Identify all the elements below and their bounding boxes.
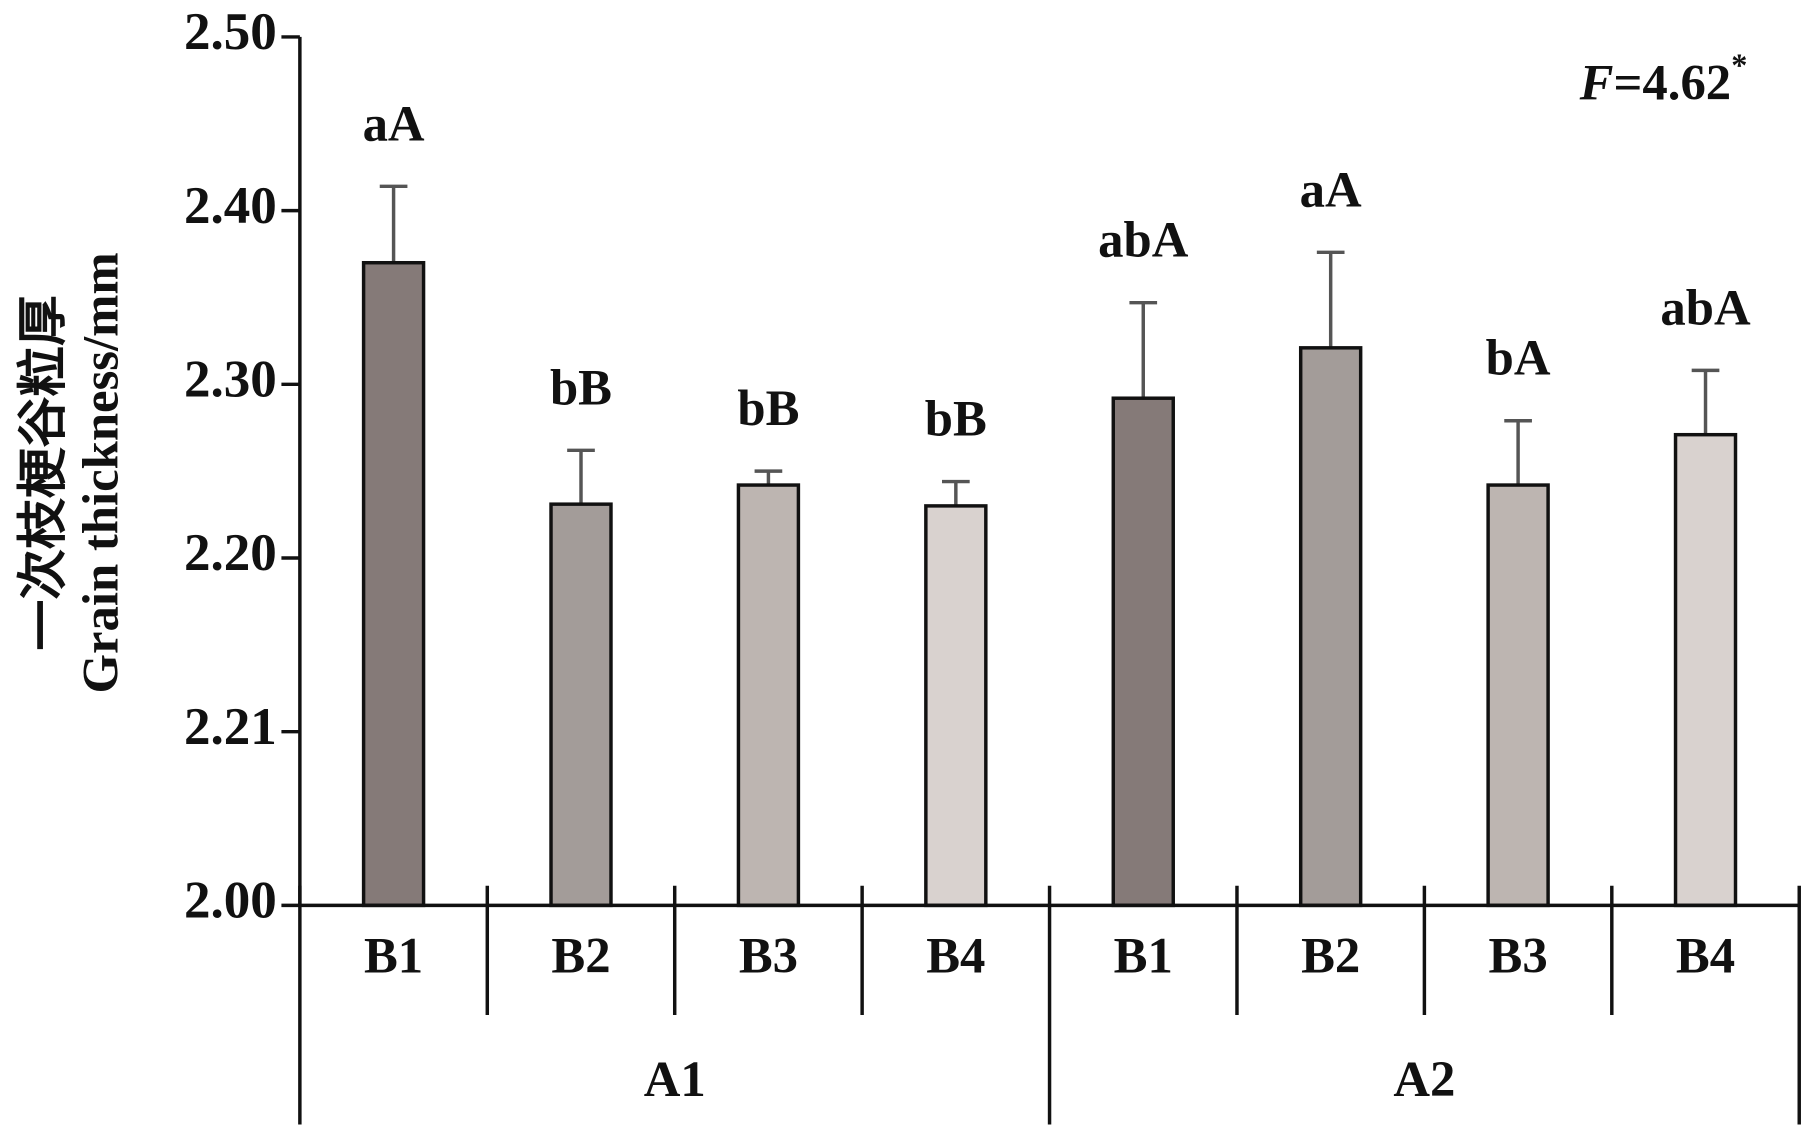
y-tick-label: 2.50 [184, 3, 277, 61]
y-tick-label: 2.00 [184, 872, 277, 930]
significance-label: bB [550, 359, 612, 415]
bar [1673, 432, 1738, 908]
y-tick-label: 2.21 [184, 698, 277, 756]
x-tick-label: B2 [551, 927, 610, 983]
x-tick-label: B3 [1488, 927, 1547, 983]
x-tick-label: B3 [739, 927, 798, 983]
y-tick-label: 2.30 [184, 350, 277, 408]
group-label: A2 [1393, 1051, 1455, 1107]
bar [1298, 346, 1363, 908]
bar [549, 502, 613, 908]
bar [736, 483, 801, 908]
y-tick-label: 2.20 [184, 524, 277, 582]
annotation: F=4.62* [1579, 48, 1748, 111]
significance-label: aA [363, 95, 425, 151]
bar [1486, 483, 1550, 908]
significance-label: bB [925, 391, 987, 447]
significance-label: bA [1486, 330, 1551, 386]
bar [1111, 396, 1175, 908]
y-axis-label: Grain thickness/mm [73, 252, 129, 693]
significance-label: abA [1660, 279, 1751, 335]
x-tick-label: B4 [926, 927, 985, 983]
annotation-superscript: * [1731, 48, 1747, 84]
y-axis-label: 一次枝梗谷粒厚 [15, 295, 71, 650]
significance-label: aA [1300, 161, 1362, 217]
annotation-text: =4.62 [1613, 54, 1731, 110]
x-tick-label: B1 [364, 927, 423, 983]
x-tick-label: B1 [1114, 927, 1173, 983]
x-tick-label: B4 [1676, 927, 1735, 983]
x-tick-label: B2 [1301, 927, 1360, 983]
bar [361, 260, 426, 908]
group-label: A1 [644, 1051, 706, 1107]
significance-label: bB [737, 380, 799, 436]
annotation-symbol: F [1579, 54, 1614, 110]
bar [924, 504, 988, 908]
significance-label: abA [1098, 212, 1189, 268]
y-tick-label: 2.40 [184, 177, 277, 235]
